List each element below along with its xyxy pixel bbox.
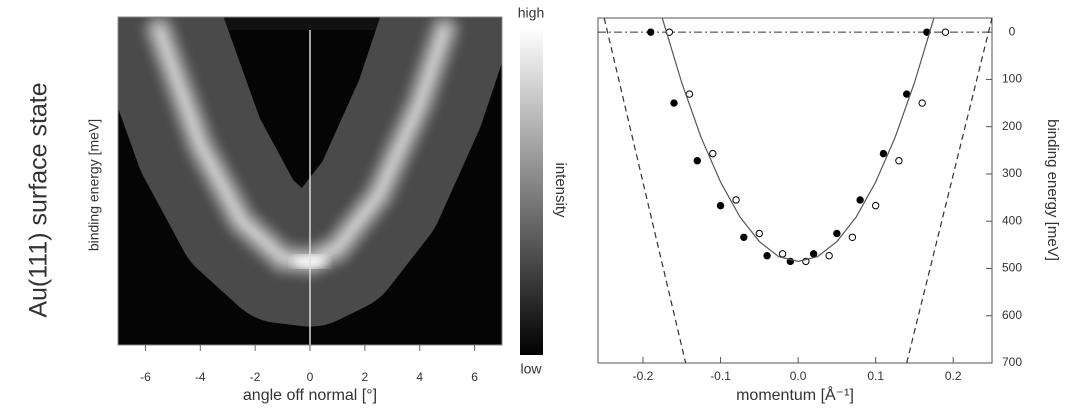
colorbar-high: high [518, 5, 544, 21]
y-tick-label: 500 [1002, 261, 1022, 275]
plot-mask-top [48, 0, 572, 17]
filled-circle [833, 229, 841, 238]
y-tick-label: 0 [1009, 24, 1016, 38]
x-axis-label: momentum [Å⁻¹] [736, 385, 854, 404]
y-tick-label: 700 [1002, 355, 1022, 369]
filled-circle [716, 201, 725, 210]
x-tick-label: 0.2 [945, 369, 962, 383]
y-axis-label: binding energy [meV] [86, 119, 102, 251]
y-axis-label: binding energy [meV] [1044, 119, 1061, 261]
open-circle [732, 196, 740, 204]
y-tick-label: 400 [1002, 213, 1022, 227]
open-circle [778, 250, 787, 258]
colorbar-low: low [520, 361, 542, 377]
filled-circle [693, 157, 701, 165]
y-tick-label: 600 [1002, 308, 1022, 322]
y-tick-label: 100 [1002, 72, 1022, 86]
figure-title: Au(111) surface state [25, 82, 53, 317]
open-circle [871, 201, 880, 210]
x-tick-label: 0.1 [867, 369, 884, 383]
open-circle [685, 90, 694, 98]
open-circle [709, 149, 717, 158]
y-tick-label: 300 [1002, 166, 1022, 180]
open-circle [755, 229, 764, 238]
colorbar [520, 28, 543, 355]
plot-frame [597, 17, 993, 364]
x-tick-label: -0.1 [710, 369, 731, 383]
plot-mask-right [502, 17, 517, 345]
x-axis-label: angle off normal [°] [243, 387, 377, 404]
x-tick-label: -4 [195, 370, 206, 384]
model-curve [661, 18, 935, 263]
filled-circle [763, 252, 771, 260]
filled-circle [856, 196, 864, 204]
open-circle [918, 99, 926, 107]
x-tick-label: 2 [362, 370, 369, 384]
x-tick-label: 4 [416, 370, 423, 384]
plot-mask-bottom [48, 345, 572, 405]
colorbar-label: intensity [552, 162, 569, 218]
open-circle [825, 252, 833, 260]
x-tick-label: 0.0 [790, 369, 807, 383]
x-tick-label: -0.2 [633, 369, 654, 383]
filled-circle [647, 28, 655, 36]
filled-circle [879, 149, 888, 158]
x-tick-label: -2 [250, 370, 261, 384]
mask-top [593, 0, 997, 18]
x-tick-label: 6 [471, 370, 478, 384]
open-circle [848, 233, 857, 241]
x-tick-label: 0 [307, 370, 314, 384]
plot-mask-left [60, 17, 118, 345]
filled-circle [809, 250, 818, 258]
dashed-line [603, 17, 687, 364]
mask-bottom [593, 363, 997, 370]
filled-circle [902, 90, 911, 98]
open-circle [895, 157, 903, 165]
x-tick-label: -6 [140, 370, 151, 384]
filled-circle [740, 233, 748, 241]
open-circle [941, 28, 950, 36]
y-tick-label: 200 [1002, 119, 1022, 133]
filled-circle [670, 99, 678, 107]
